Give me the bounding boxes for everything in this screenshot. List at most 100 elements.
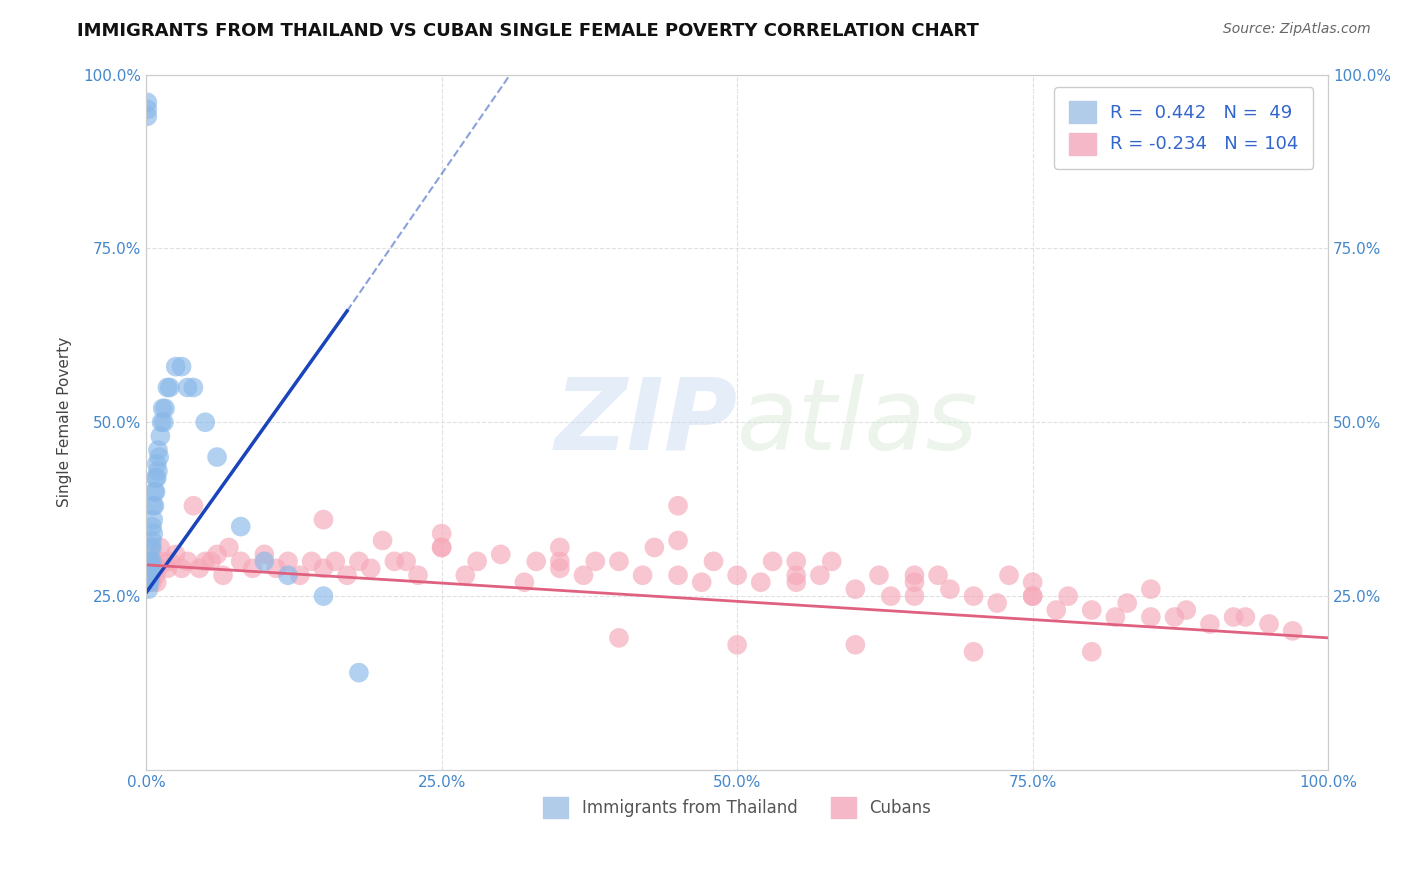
Point (666, 499, 689, 513)
Point (143, 499, 166, 513)
Point (524, 554, 547, 568)
Point (138, 575, 160, 590)
Point (141, 541, 163, 555)
Point (165, 548, 187, 562)
Point (465, 554, 488, 568)
Point (454, 568, 477, 582)
Point (176, 554, 198, 568)
Point (205, 548, 228, 562)
Point (430, 526, 453, 541)
Point (880, 589, 903, 603)
Point (1080, 645, 1102, 659)
Point (583, 554, 606, 568)
Point (1258, 616, 1281, 631)
Point (139, 568, 162, 582)
Point (229, 554, 252, 568)
Point (146, 471, 169, 485)
Point (188, 561, 211, 575)
Point (156, 380, 179, 394)
Point (205, 450, 228, 464)
Point (159, 554, 181, 568)
Point (631, 568, 654, 582)
Point (690, 575, 713, 590)
Point (153, 401, 176, 416)
Point (138, 561, 160, 575)
Point (762, 554, 785, 568)
Point (1222, 610, 1244, 624)
Point (146, 464, 169, 478)
Point (142, 554, 165, 568)
Point (200, 554, 222, 568)
Point (301, 554, 323, 568)
Point (138, 554, 160, 568)
Point (572, 568, 595, 582)
Point (821, 554, 844, 568)
Point (152, 401, 174, 416)
Point (288, 568, 311, 582)
Point (183, 380, 205, 394)
Point (1045, 603, 1067, 617)
Point (785, 575, 807, 590)
Point (139, 541, 162, 555)
Point (156, 561, 179, 575)
Text: IMMIGRANTS FROM THAILAND VS CUBAN SINGLE FEMALE POVERTY CORRELATION CHART: IMMIGRANTS FROM THAILAND VS CUBAN SINGLE… (77, 22, 979, 40)
Point (141, 533, 163, 548)
Point (143, 484, 166, 499)
Point (1080, 603, 1102, 617)
Point (725, 638, 748, 652)
Point (146, 457, 169, 471)
Point (347, 665, 370, 680)
Point (666, 568, 689, 582)
Point (666, 533, 689, 548)
Point (153, 554, 176, 568)
Point (430, 541, 453, 555)
Point (138, 582, 160, 597)
Point (1021, 589, 1043, 603)
Point (1021, 589, 1043, 603)
Point (145, 484, 167, 499)
Point (142, 513, 165, 527)
Point (986, 596, 1008, 610)
Point (253, 548, 276, 562)
Point (868, 568, 890, 582)
Point (194, 554, 217, 568)
Point (395, 554, 418, 568)
Point (382, 554, 405, 568)
Point (939, 582, 962, 597)
Point (1057, 589, 1080, 603)
Point (141, 519, 163, 533)
Point (1199, 616, 1222, 631)
Point (136, 568, 159, 582)
Text: atlas: atlas (737, 374, 979, 471)
Point (159, 380, 181, 394)
Point (141, 554, 163, 568)
Point (548, 541, 571, 555)
Point (145, 471, 167, 485)
Point (194, 415, 217, 429)
Point (138, 561, 160, 575)
Legend: Immigrants from Thailand, Cubans: Immigrants from Thailand, Cubans (537, 790, 938, 824)
Point (312, 513, 335, 527)
Point (242, 561, 264, 575)
Point (148, 450, 170, 464)
Point (1140, 610, 1163, 624)
Point (229, 519, 252, 533)
Point (347, 554, 370, 568)
Point (1140, 582, 1163, 597)
Point (253, 554, 276, 568)
Point (212, 568, 235, 582)
Point (150, 415, 173, 429)
Point (962, 589, 984, 603)
Point (336, 568, 359, 582)
Point (149, 429, 172, 443)
Point (1021, 575, 1043, 590)
Point (1116, 596, 1139, 610)
Point (138, 561, 160, 575)
Point (702, 554, 724, 568)
Point (1175, 603, 1198, 617)
Point (264, 561, 287, 575)
Point (749, 575, 772, 590)
Point (643, 541, 665, 555)
Point (548, 554, 571, 568)
Point (548, 561, 571, 575)
